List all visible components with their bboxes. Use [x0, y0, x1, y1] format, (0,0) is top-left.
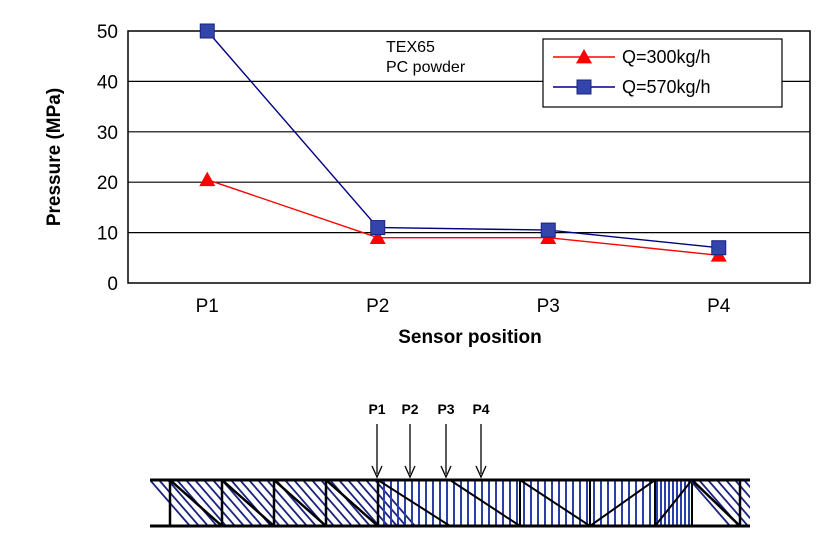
reverse-flight	[654, 480, 693, 526]
hatch-line	[374, 480, 416, 526]
screw-diagram: P1 P2 P3 P4	[150, 401, 793, 528]
hatch-line	[167, 480, 209, 526]
y-tick-label: 20	[97, 173, 118, 194]
flight-line	[221, 480, 275, 526]
hatch-line	[689, 480, 731, 526]
hatch-line	[248, 480, 290, 526]
hatch-line	[329, 480, 371, 526]
sensor-label: P3	[437, 401, 454, 417]
y-tick-label: 30	[97, 123, 118, 144]
flight-line	[325, 480, 379, 526]
hatch-line	[320, 480, 362, 526]
y-axis-title: Pressure (MPa)	[44, 88, 65, 226]
sensor-arrow-head	[475, 465, 487, 479]
hatch-line	[302, 480, 344, 526]
pressure-chart: 0 10 20 30 40 50 P1 P2 P3 P4 Pressure (MPa) Sens…	[44, 22, 811, 348]
series-2-point	[540, 222, 556, 238]
hatch-line	[365, 480, 407, 526]
x-tick-label: P2	[366, 296, 389, 317]
x-tick-labels: P1 P2 P3 P4	[196, 296, 731, 317]
flight-line	[691, 480, 741, 526]
x-tick-label: P1	[196, 296, 219, 317]
annotation-model: TEX65	[386, 39, 435, 56]
annotation-material: PC powder	[386, 59, 466, 76]
series-2-point	[711, 240, 727, 256]
kneading-flight	[449, 480, 521, 526]
screw-elements	[150, 480, 793, 526]
series-2-point	[199, 23, 215, 39]
hatch-line	[257, 480, 299, 526]
y-tick-label: 0	[107, 274, 118, 295]
sensor-label: P4	[472, 401, 489, 417]
series-line-1	[207, 179, 719, 256]
hatch-line	[753, 480, 793, 526]
sensor-arrow-head	[440, 465, 452, 479]
series-1-point	[369, 229, 386, 245]
x-axis-title: Sensor position	[398, 327, 542, 348]
series-2-point	[370, 220, 386, 236]
sensor-label: P2	[401, 401, 418, 417]
y-tick-label: 10	[97, 224, 118, 245]
hatch-line	[158, 480, 200, 526]
kneading-flight	[377, 480, 451, 526]
hatch-line	[194, 480, 236, 526]
hatch-line	[716, 480, 750, 520]
legend-marker	[576, 49, 592, 64]
legend-label: Q=300kg/h	[622, 47, 711, 67]
hatch-line	[293, 480, 335, 526]
series-line-2	[206, 30, 719, 249]
y-tick-label: 50	[97, 22, 118, 43]
reverse-flight	[589, 480, 656, 526]
kneading-flight	[519, 480, 591, 526]
hatch-line	[212, 480, 254, 526]
hatch-line	[725, 480, 750, 509]
sensor-markers: P1 P2 P3 P4	[368, 401, 490, 479]
series-1-point	[199, 171, 216, 187]
legend: Q=300kg/h Q=570kg/h	[542, 38, 783, 108]
flight-line	[169, 480, 223, 526]
hatch-line	[185, 480, 227, 526]
hatch-line	[221, 480, 263, 526]
hatch-line	[203, 480, 245, 526]
x-tick-label: P4	[707, 296, 731, 317]
hatch-line	[734, 480, 750, 499]
hatch-line	[707, 480, 749, 526]
grid-lines	[128, 80, 810, 234]
series-markers	[199, 23, 727, 262]
legend-box	[542, 38, 783, 108]
sensor-arrow-head	[404, 465, 416, 479]
series-lines	[206, 30, 719, 256]
x-tick-label: P3	[537, 296, 560, 317]
sensor-arrow-head	[371, 465, 383, 479]
legend-label: Q=570kg/h	[622, 77, 711, 97]
hatch-line	[347, 480, 389, 526]
y-tick-labels: 0 10 20 30 40 50	[97, 22, 118, 295]
sensor-label: P1	[368, 401, 385, 417]
flight-line	[273, 480, 327, 526]
legend-marker	[576, 79, 592, 95]
hatch-line	[311, 480, 353, 526]
hatch-line	[338, 480, 380, 526]
y-tick-label: 40	[97, 72, 118, 93]
